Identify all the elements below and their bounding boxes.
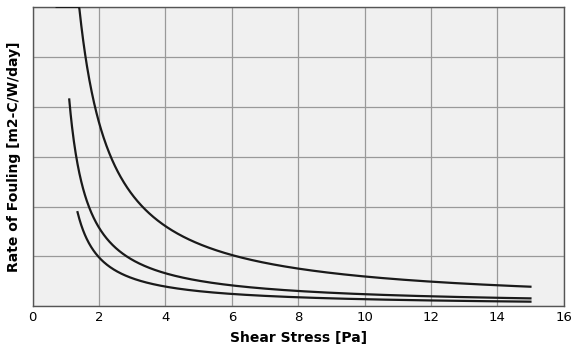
X-axis label: Shear Stress [Pa]: Shear Stress [Pa]	[230, 331, 367, 345]
Y-axis label: Rate of Fouling [m2-C/W/day]: Rate of Fouling [m2-C/W/day]	[7, 41, 21, 272]
